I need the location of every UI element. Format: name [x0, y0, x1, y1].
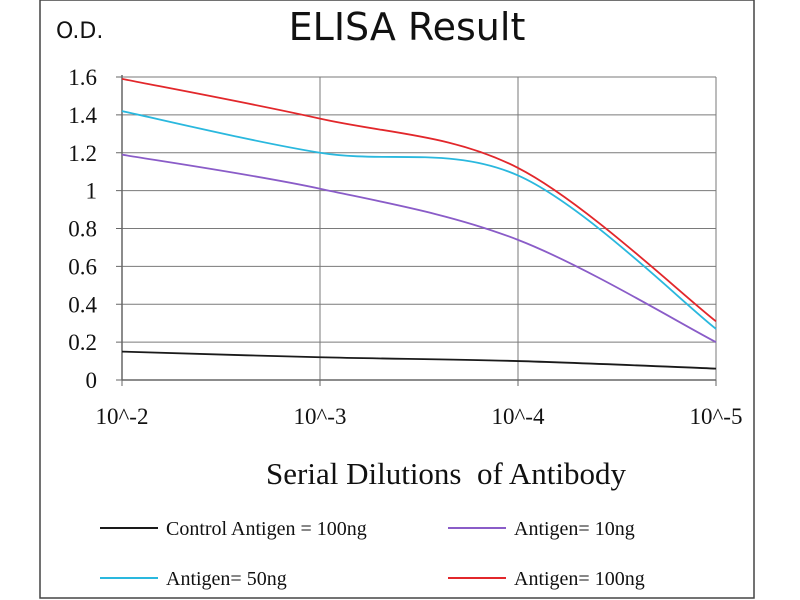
x-axis-label: Serial Dilutions of Antibody: [266, 456, 626, 491]
series-line-antigen-100ng: [121, 78, 717, 323]
y-tick-label: 1.4: [68, 103, 97, 128]
series-line-control-antigen-100ng: [121, 350, 717, 370]
y-tick-label: 0: [86, 368, 98, 393]
y-tick-labels: 0 0.2 0.4 0.6 0.8 1 1.2 1.4 1.6: [68, 65, 97, 393]
y-axis-label: O.D.: [56, 19, 103, 44]
legend-label-control-antigen-100ng: Control Antigen = 100ng: [166, 518, 367, 540]
y-tick-label: 1.2: [68, 141, 97, 166]
x-tick-label: 10^-2: [96, 404, 149, 429]
y-tick-label: 1: [86, 179, 98, 204]
axes: [116, 75, 717, 386]
x-tick-label: 10^-3: [294, 404, 347, 429]
x-tick-labels: 10^-2 10^-3 10^-4 10^-5: [96, 404, 743, 429]
legend-label-antigen-100ng: Antigen= 100ng: [514, 568, 645, 590]
series-line-antigen-10ng: [121, 153, 717, 343]
legend-label-antigen-10ng: Antigen= 10ng: [514, 518, 635, 540]
y-tick-label: 0.2: [68, 330, 97, 355]
legend: Control Antigen = 100ng Antigen= 10ng Anti…: [100, 518, 645, 590]
y-tick-label: 0.4: [68, 292, 97, 317]
figure-border: [39, 0, 755, 599]
legend-label-antigen-50ng: Antigen= 50ng: [166, 568, 287, 590]
y-tick-label: 0.8: [68, 217, 97, 242]
y-tick-label: 1.6: [68, 65, 97, 90]
grid-lines: [122, 76, 717, 380]
series-lines: [121, 78, 717, 370]
x-tick-label: 10^-4: [492, 404, 545, 429]
y-tick-label: 0.6: [68, 254, 97, 279]
x-tick-label: 10^-5: [690, 404, 743, 429]
chart-title: ELISA Result: [289, 5, 526, 49]
series-line-antigen-50ng: [121, 110, 717, 330]
